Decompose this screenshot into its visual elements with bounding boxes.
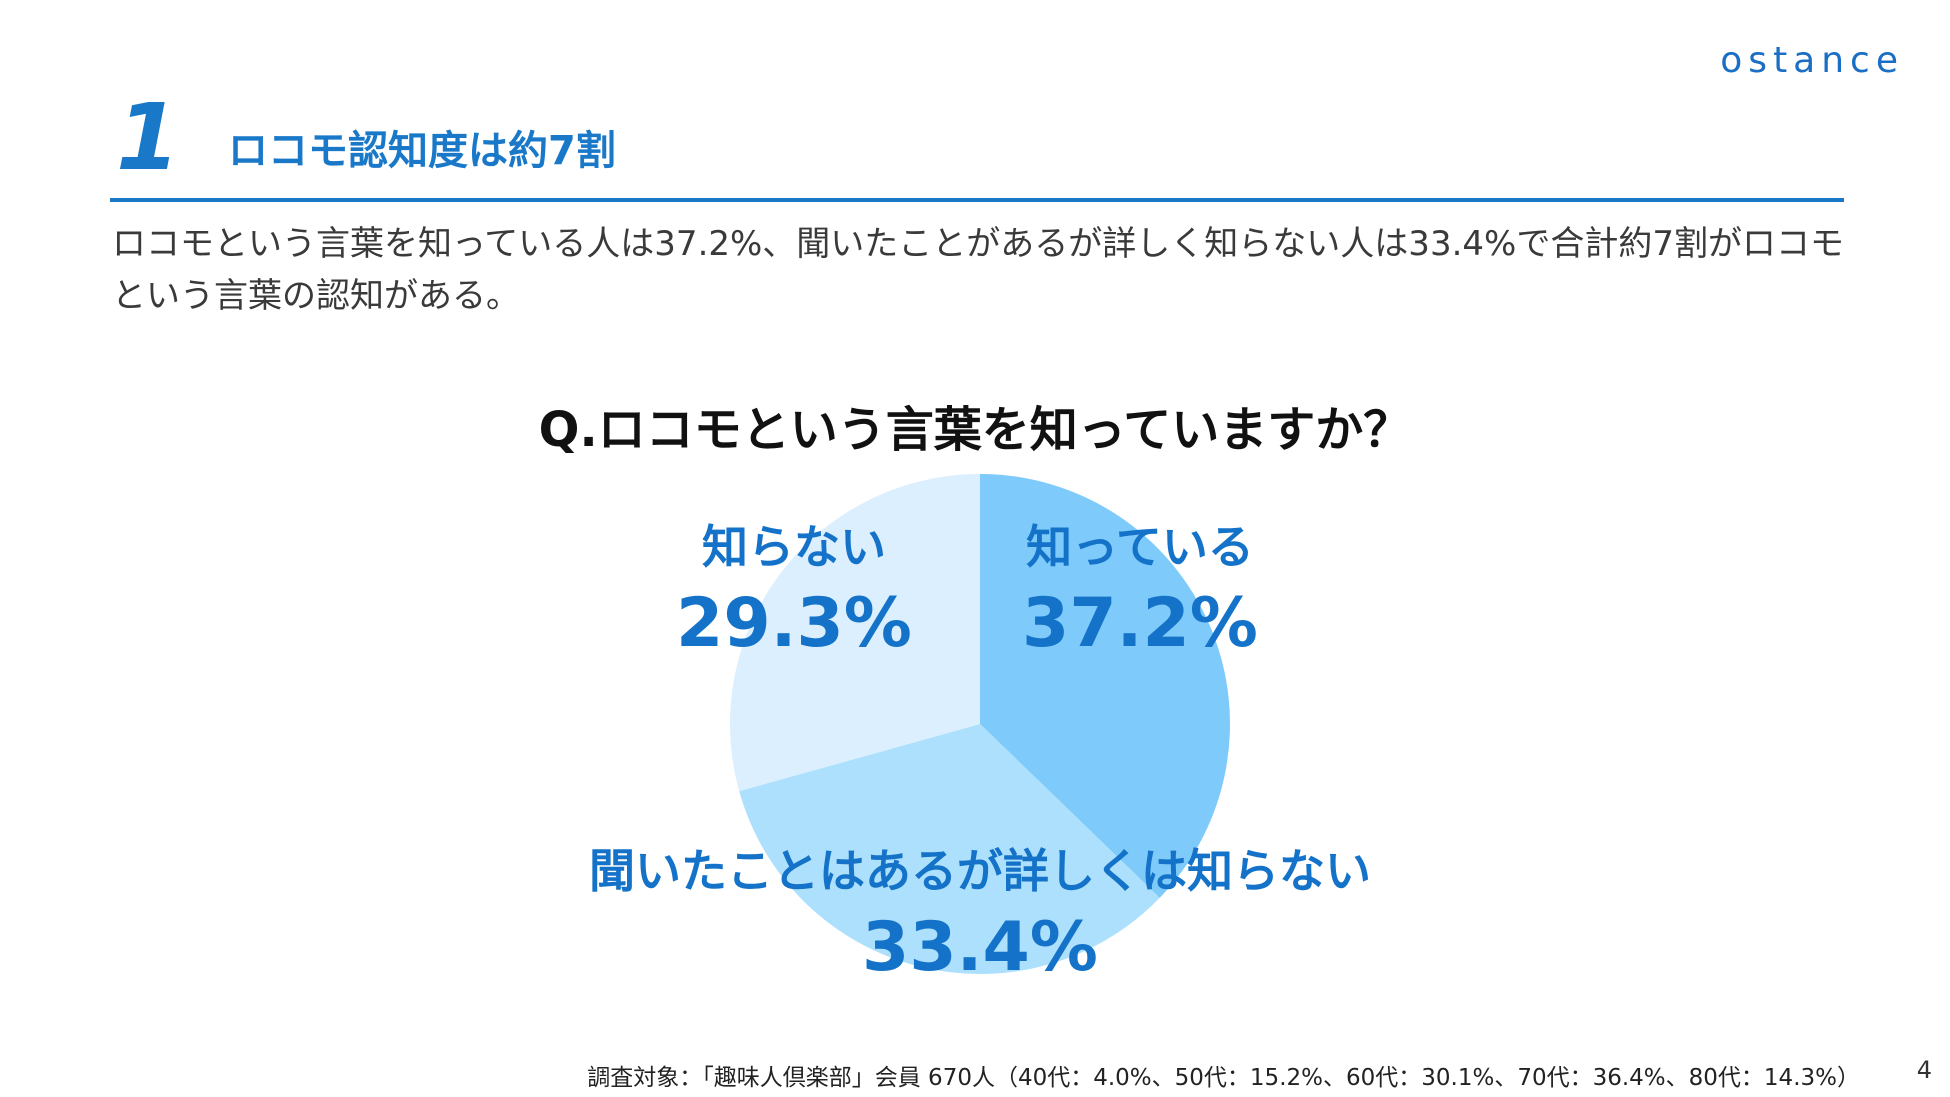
section-title: ロコモ認知度は約7割 [228, 128, 616, 174]
slice-label-know: 知っている 37.2% [1000, 518, 1280, 672]
section-number: 1 [116, 84, 181, 191]
slice-value-know: 37.2% [1022, 584, 1258, 663]
slice-name-dont-know: 知らない [702, 520, 886, 574]
summary-text: ロコモという言葉を知っている人は37.2%、聞いたことがあるが詳しく知らない人は… [112, 224, 1844, 316]
slice-name-heard: 聞いたことはあるが詳しくは知らない [589, 844, 1371, 898]
page-number: 4 [1916, 1056, 1932, 1084]
footnote: 調査対象：「趣味人倶楽部」会員 670人（40代：4.0%、50代：15.2%、… [587, 1065, 1860, 1091]
slice-value-heard: 33.4% [862, 908, 1098, 987]
pie-slice-dont-know [729, 474, 980, 792]
chart-title: Q.ロコモという言葉を知っていますか？ [538, 402, 1412, 458]
slice-label-dont-know: 知らない 29.3% [654, 518, 934, 672]
title-rule [110, 198, 1844, 202]
slice-value-dont-know: 29.3% [676, 584, 912, 663]
pie-slice-know [980, 474, 1230, 898]
pie-slice-heard [739, 724, 1160, 974]
slice-label-heard: 聞いたことはあるが詳しくは知らない 33.4% [540, 842, 1420, 996]
logo: ostance [1720, 40, 1904, 81]
slice-name-know: 知っている [1026, 520, 1254, 574]
